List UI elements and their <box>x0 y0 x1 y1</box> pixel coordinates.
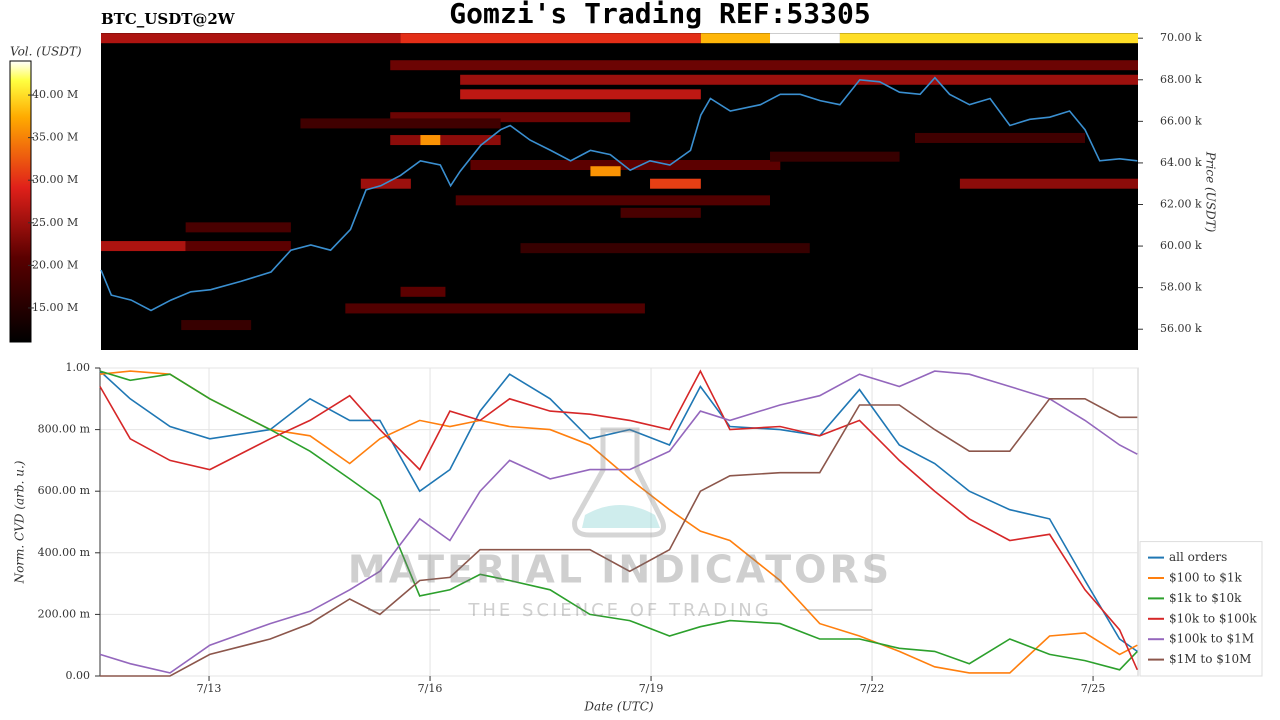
watermark-title: MATERIAL INDICATORS <box>348 548 892 592</box>
y-tick-label: 0.00 <box>66 669 91 682</box>
liquidity-band <box>101 33 401 44</box>
legend-box <box>1139 541 1263 677</box>
colorbar-tick-label: 35.00 M <box>32 131 78 144</box>
y-tick-label: 56.00 k <box>1160 322 1202 335</box>
liquidity-band <box>455 195 771 206</box>
legend-label: $1k to $10k <box>1169 591 1242 605</box>
y-tick-label: 800.00 m <box>38 423 91 436</box>
liquidity-band <box>390 135 501 146</box>
x-axis-label: Date (UTC) <box>583 700 653 714</box>
x-tick-label: 7/13 <box>197 682 222 695</box>
liquidity-band <box>770 33 840 44</box>
liquidity-band <box>185 241 291 252</box>
liquidity-band <box>839 33 1138 44</box>
liquidity-band <box>400 33 701 44</box>
liquidity-band <box>620 207 701 218</box>
cvd-line <box>99 369 1139 671</box>
colorbar-tick-label: 20.00 M <box>32 258 78 271</box>
cvd-line <box>99 370 1138 653</box>
watermark: MATERIAL INDICATORS THE SCIENCE OF TRADI… <box>348 427 892 621</box>
liquidity-band <box>345 303 645 314</box>
y-tick-label: 70.00 k <box>1160 31 1202 44</box>
liquidity-band <box>420 135 441 146</box>
colorbar-tick-label: 15.00 M <box>32 301 78 314</box>
liquidity-band <box>390 112 631 123</box>
legend-label: $100 to $1k <box>1169 571 1242 585</box>
legend-label: $10k to $100k <box>1169 611 1257 625</box>
liquidity-band <box>185 222 291 233</box>
liquidity-band <box>590 166 621 177</box>
liquidity-band <box>520 243 810 254</box>
x-tick-label: 7/16 <box>418 682 443 695</box>
liquidity-band <box>770 151 900 162</box>
liquidity-band <box>390 60 1138 71</box>
y-tick-label: 58.00 k <box>1160 281 1202 294</box>
y-tick-label: 64.00 k <box>1160 156 1202 169</box>
watermark-icon <box>572 427 666 538</box>
liquidity-band <box>101 241 186 252</box>
legend-label: all orders <box>1169 550 1227 564</box>
cvd-line <box>99 370 1138 671</box>
liquidity-band <box>181 320 252 331</box>
y-tick-label: 68.00 k <box>1160 73 1202 86</box>
y-tick-label: 1.00 <box>66 361 91 374</box>
liquidity-band <box>400 286 446 297</box>
y-axis-label: Norm. CVD (arb. u.) <box>13 460 27 584</box>
liquidity-band <box>700 33 771 44</box>
price-line <box>100 76 1138 312</box>
colorbar-label: Vol. (USDT) <box>10 45 82 59</box>
cvd-line <box>100 398 1138 677</box>
x-tick-label: 7/19 <box>639 682 664 695</box>
liquidity-band <box>460 74 1139 85</box>
page-title: Gomzi's Trading REF:53305 <box>449 0 870 30</box>
liquidity-band <box>650 178 701 189</box>
x-tick-label: 7/22 <box>860 682 885 695</box>
liquidity-band <box>460 89 701 100</box>
legend-label: $1M to $10M <box>1169 652 1251 666</box>
watermark-subtitle: THE SCIENCE OF TRADING <box>467 600 771 621</box>
legend-label: $100k to $1M <box>1169 632 1254 646</box>
heatmap-bg <box>101 33 1138 350</box>
y-tick-label: 200.00 m <box>38 607 91 620</box>
y-tick-label: 400.00 m <box>38 546 91 559</box>
liquidity-band <box>470 159 781 170</box>
y-tick-label: 60.00 k <box>1160 239 1202 252</box>
y-axis-label: Price (USDT) <box>1204 151 1218 233</box>
cvd-line <box>99 370 1138 674</box>
x-tick-label: 7/25 <box>1081 682 1106 695</box>
watermark-icon-fill <box>582 505 660 528</box>
liquidity-band <box>300 118 501 129</box>
symbol: BTC_USDT@2W <box>101 10 236 28</box>
colorbar-tick-label: 30.00 M <box>32 173 78 186</box>
colorbar <box>9 60 32 343</box>
y-tick-label: 62.00 k <box>1160 197 1202 210</box>
y-tick-label: 66.00 k <box>1160 114 1202 127</box>
colorbar-tick-label: 40.00 M <box>32 88 78 101</box>
colorbar-tick-label: 25.00 M <box>32 216 78 229</box>
cvd-line <box>99 370 1138 674</box>
liquidity-band <box>914 132 1086 143</box>
y-tick-label: 600.00 m <box>38 484 91 497</box>
liquidity-band <box>959 178 1138 189</box>
